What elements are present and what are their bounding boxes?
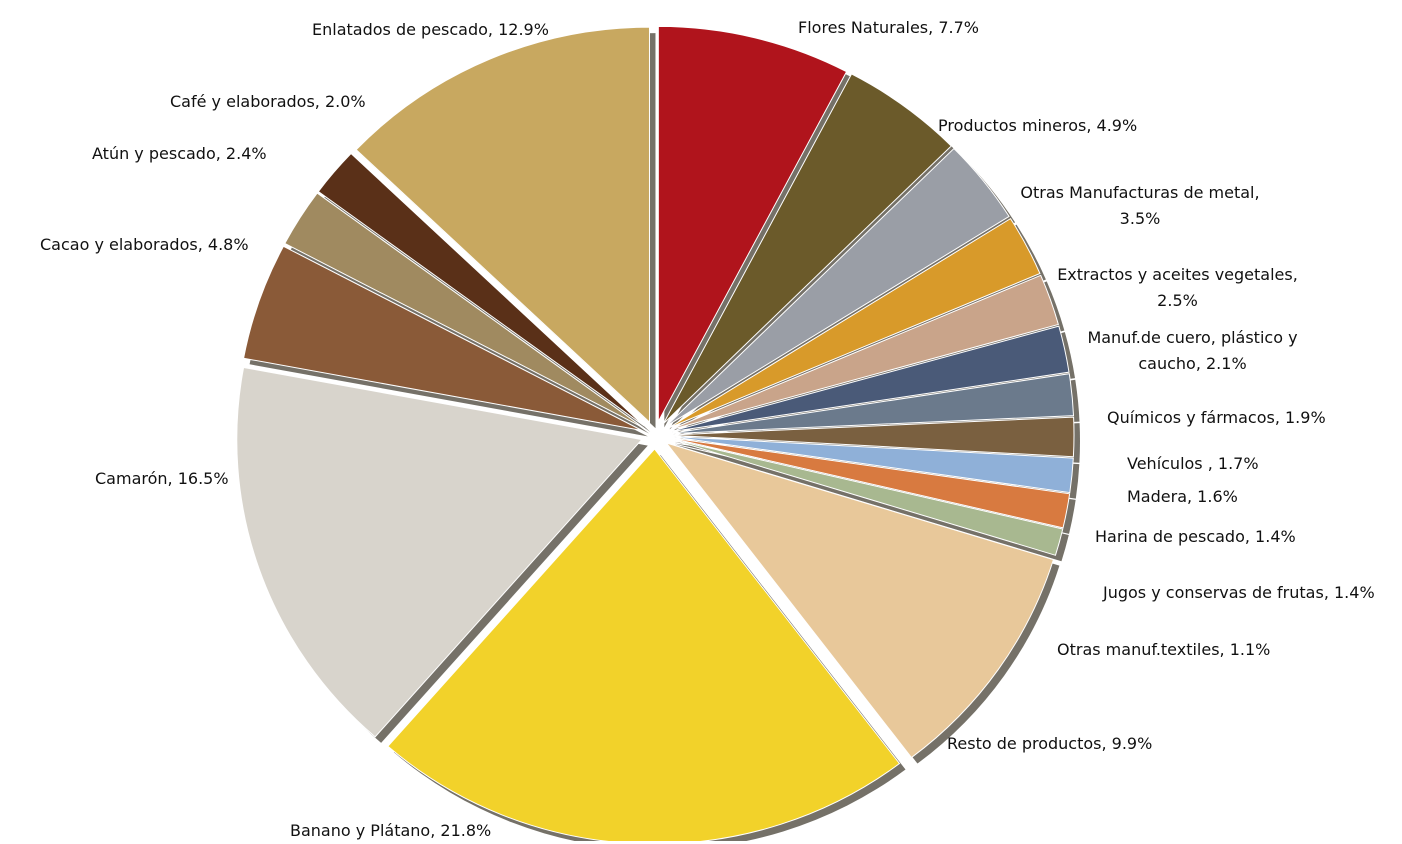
slice (665, 147, 1010, 427)
value-label: 9.9% (1111, 734, 1153, 753)
slice (667, 217, 1041, 429)
category-label: Jugos y conservas de frutas, (1103, 583, 1329, 602)
value-label: 1.1% (1229, 640, 1271, 659)
slice-label: Otras Manufacturas de metal, 3.5% (1000, 180, 1280, 232)
category-label: Manuf.de cuero, plástico y caucho, (1087, 328, 1298, 373)
slice-label: Café y elaborados, 2.0% (170, 89, 366, 115)
category-label: Productos mineros, (938, 116, 1092, 135)
value-label: 4.8% (207, 235, 249, 254)
value-label: 2.5% (1157, 291, 1198, 310)
category-label: Otras manuf.textiles, (1057, 640, 1225, 659)
slice (387, 448, 901, 841)
value-label: 1.9% (1285, 408, 1326, 427)
value-label: 4.9% (1096, 116, 1138, 135)
slice-label: Jugos y conservas de frutas, 1.4% (1103, 580, 1375, 606)
slice (284, 192, 644, 429)
slice (662, 73, 952, 425)
slice-label: Banano y Plátano, 21.8% (290, 818, 491, 844)
value-label: 12.9% (498, 20, 549, 39)
slice-label: Productos mineros, 4.9% (938, 113, 1137, 139)
value-label: 1.7% (1217, 454, 1259, 473)
slice-label: Resto de productos, 9.9% (947, 731, 1152, 757)
slice-label: Vehículos , 1.7% (1127, 451, 1259, 477)
slice (668, 437, 1071, 529)
slice (355, 26, 650, 424)
value-label: 3.5% (1119, 209, 1161, 228)
slice (668, 274, 1059, 431)
category-label: Madera, (1127, 487, 1193, 506)
value-label: 2.4% (225, 144, 267, 163)
slice-label: Harina de pescado, 1.4% (1095, 524, 1296, 550)
category-label: Harina de pescado, (1095, 527, 1250, 546)
slice (242, 245, 643, 431)
category-label: Enlatados de pescado, (312, 20, 493, 39)
slice-shadow (674, 444, 1069, 562)
slice-label: Enlatados de pescado, 12.9% (312, 17, 549, 43)
slice-label: Flores Naturales, 7.7% (798, 15, 979, 41)
category-label: Vehículos , (1127, 454, 1213, 473)
slice-label: Camarón, 16.5% (95, 466, 229, 492)
value-label: 1.4% (1255, 527, 1296, 546)
slice (668, 373, 1075, 435)
value-label: 2.0% (324, 92, 366, 111)
slice-label: Cacao y elaborados, 4.8% (40, 232, 249, 258)
category-label: Banano y Plátano, (290, 821, 436, 840)
slice (668, 416, 1075, 458)
value-label: 1.6% (1197, 487, 1238, 506)
value-label: 16.5% (177, 469, 229, 488)
slice-label: Madera, 1.6% (1127, 484, 1238, 510)
slice (668, 438, 1064, 556)
value-label: 7.7% (938, 18, 979, 37)
category-label: Resto de productos, (947, 734, 1107, 753)
category-label: Químicos y fármacos, (1107, 408, 1280, 427)
category-label: Camarón, (95, 469, 173, 488)
slice (668, 435, 1074, 494)
category-label: Cacao y elaborados, (40, 235, 203, 254)
value-label: 21.8% (440, 821, 492, 840)
category-label: Otras Manufacturas de metal, (1020, 183, 1260, 202)
value-label: 2.1% (1206, 354, 1247, 373)
category-label: Café y elaborados, (170, 92, 320, 111)
slice (236, 366, 643, 738)
category-label: Flores Naturales, (798, 18, 934, 37)
slice (665, 442, 1055, 759)
slice-label: Químicos y fármacos, 1.9% (1107, 405, 1326, 431)
slice (657, 25, 848, 422)
slice-label: Otras manuf.textiles, 1.1% (1057, 637, 1270, 663)
category-label: Atún y pescado, (92, 144, 221, 163)
slice-label: Extractos y aceites vegetales, 2.5% (1040, 262, 1315, 314)
slice (317, 152, 645, 427)
slice (668, 325, 1070, 433)
category-label: Extractos y aceites vegetales, (1057, 265, 1298, 284)
value-label: 1.4% (1334, 583, 1375, 602)
slice-label: Manuf.de cuero, plástico y caucho, 2.1% (1065, 325, 1320, 377)
slice-label: Atún y pescado, 2.4% (92, 141, 267, 167)
